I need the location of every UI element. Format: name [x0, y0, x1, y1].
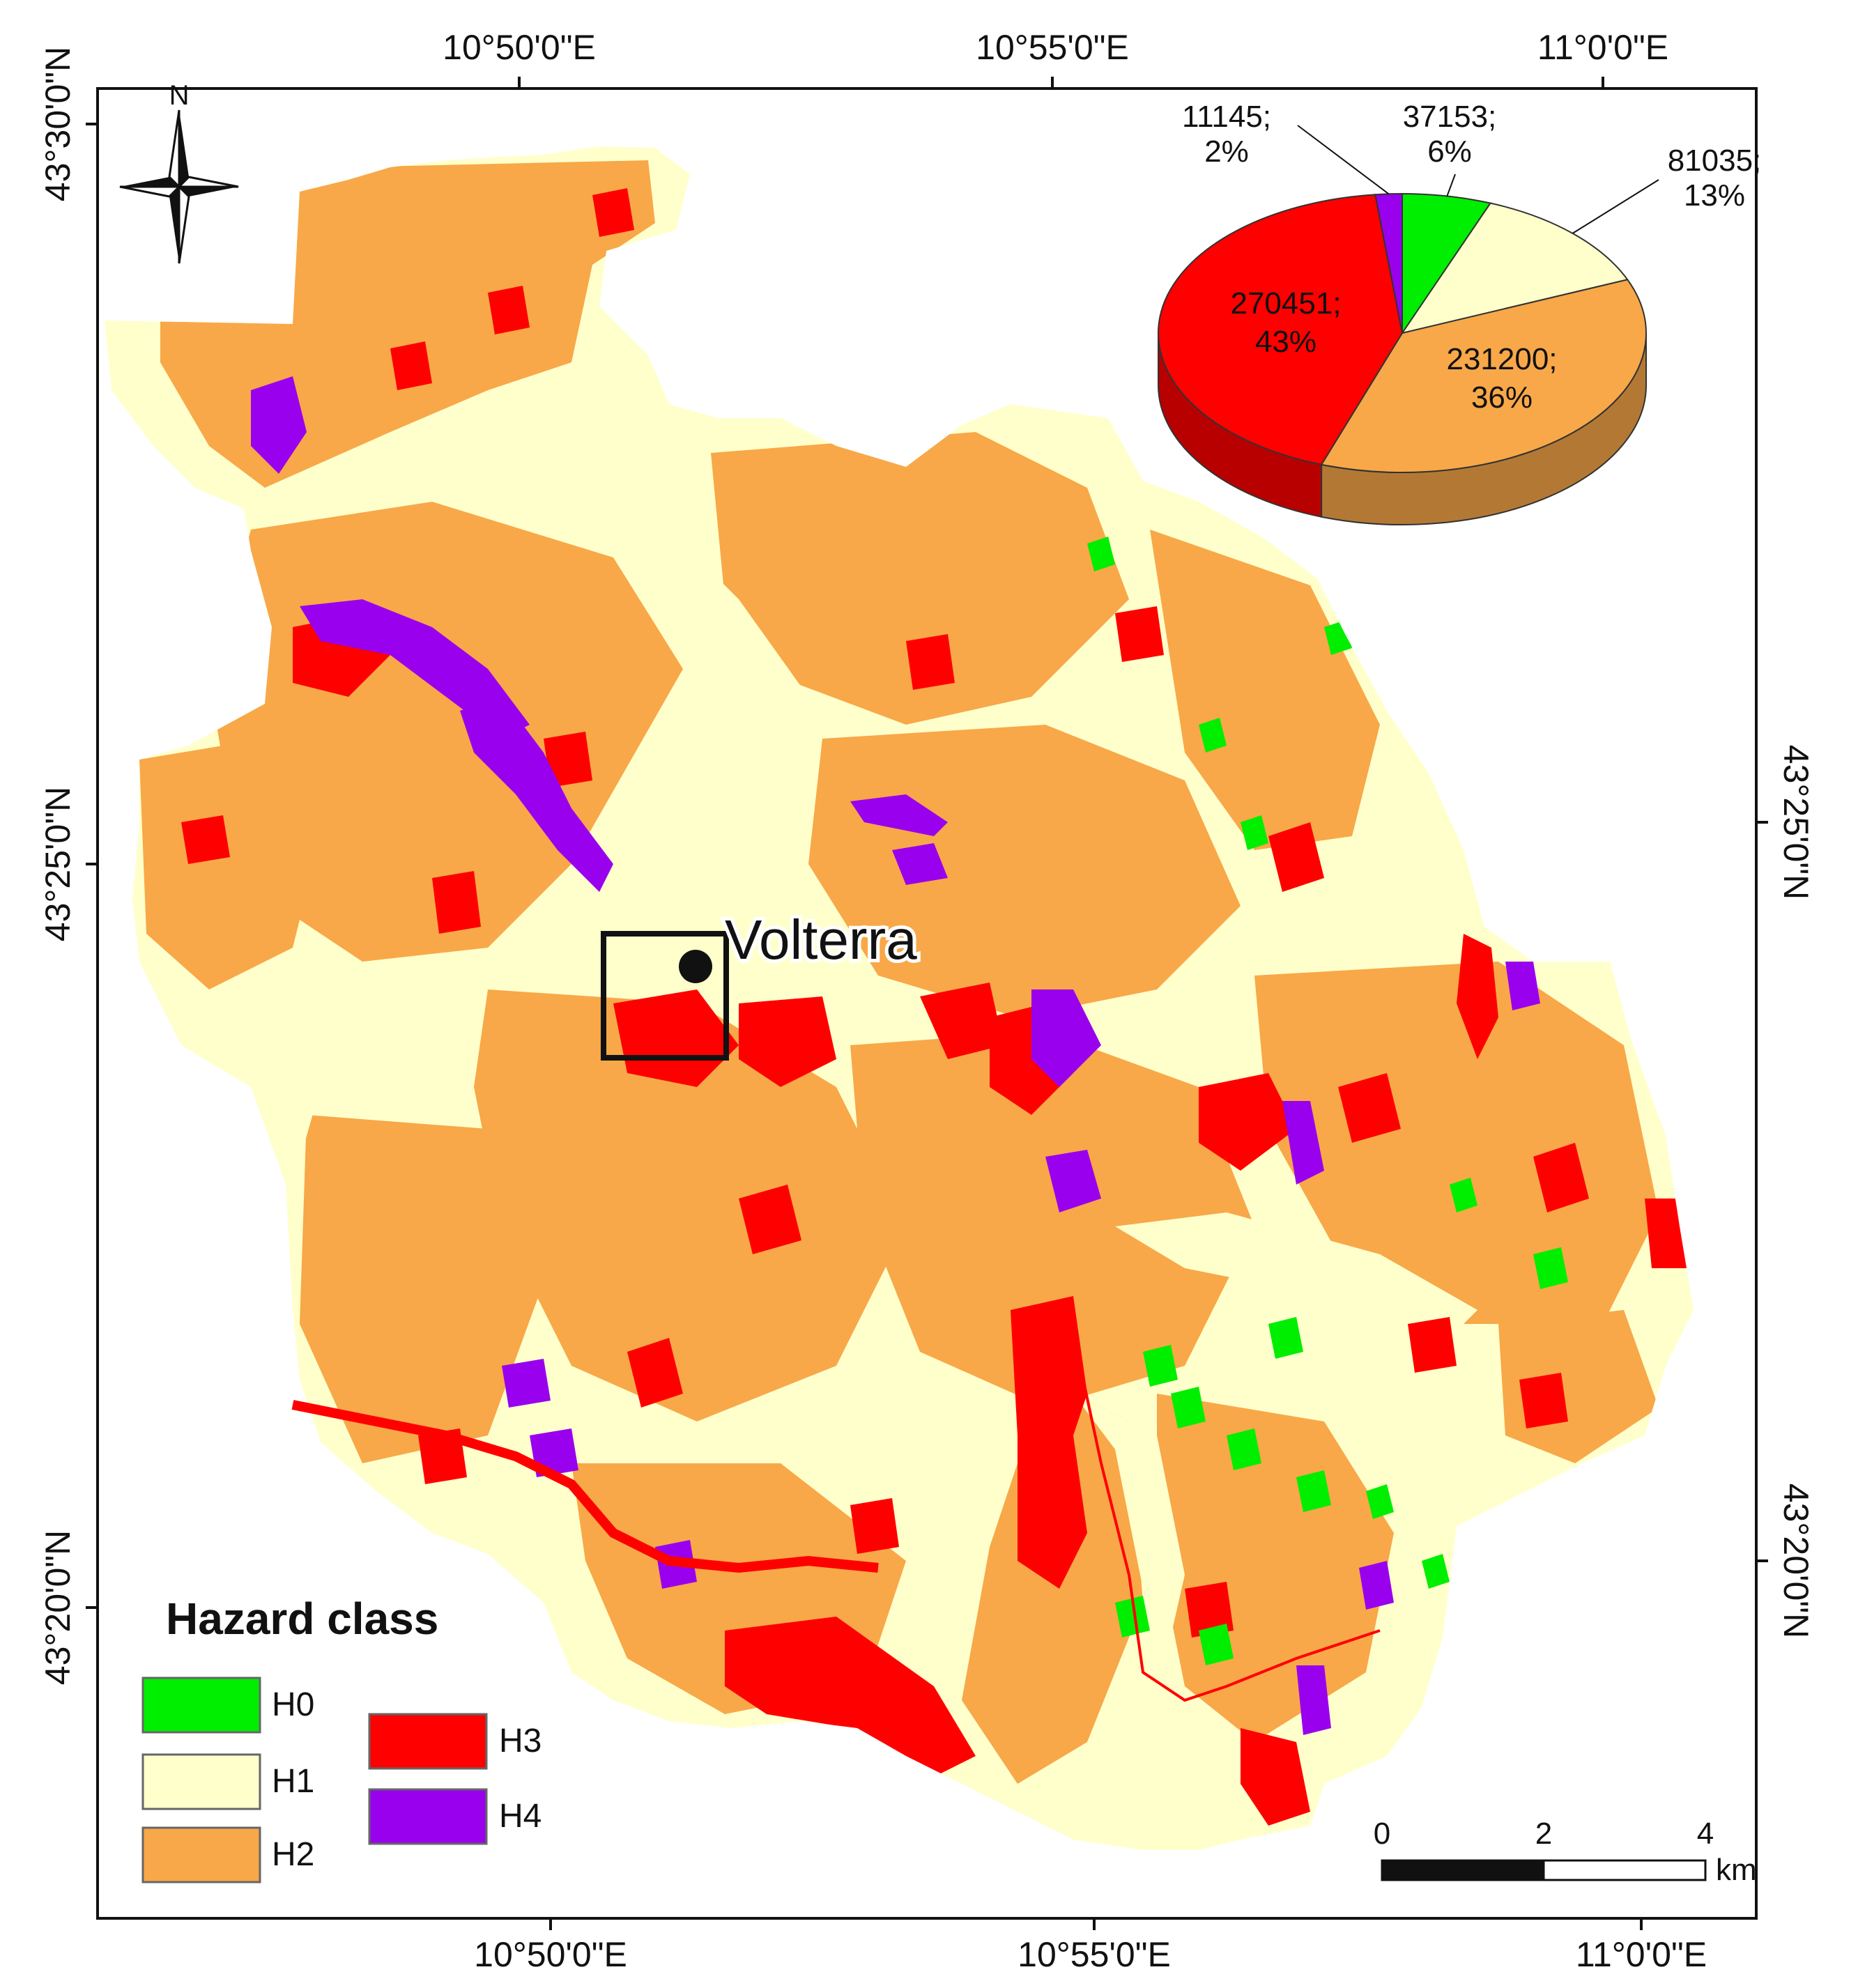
legend-item-h3: H3	[368, 1713, 542, 1770]
north-label: N	[169, 80, 190, 111]
pie-label-h1-percent: 13%	[1684, 178, 1745, 213]
legend-item-h4: H4	[368, 1788, 542, 1845]
scale-segment-2	[1542, 1859, 1707, 1881]
legend-label-h3: H3	[499, 1723, 542, 1759]
scale-bar: 0 2 4 km	[1374, 1817, 1757, 1887]
legend-swatch-h0	[141, 1677, 261, 1734]
legend-label-h1: H1	[272, 1763, 314, 1800]
pie-label-h0-percent: 6%	[1427, 134, 1472, 169]
scale-tick-0: 0	[1374, 1817, 1390, 1851]
pie-top	[1158, 192, 1647, 473]
pie-label-h1-value: 81035;	[1668, 144, 1762, 178]
pie-slice-h4	[1374, 192, 1403, 334]
top-coordinate-labels: 10°50'0"E 10°55'0"E 11°0'0"E	[443, 28, 1668, 67]
pie-slice-h1	[1400, 202, 1629, 334]
legend: Hazard class H0 H1 H2 H3 H4	[141, 1594, 542, 1883]
legend-swatch-h3	[368, 1713, 488, 1770]
right-coordinate-labels: 43°25'0"N 43°20'0"N	[1776, 745, 1815, 1638]
legend-item-h0: H0	[141, 1677, 314, 1734]
town-dot	[679, 950, 712, 983]
pie-leader-h0	[1446, 174, 1456, 197]
legend-swatch-h4	[368, 1788, 488, 1845]
pie-slice-h0	[1402, 192, 1492, 336]
pie-label-h4-value: 11145;	[1182, 100, 1271, 134]
scale-segment-1	[1381, 1859, 1545, 1881]
legend-swatch-h1	[141, 1753, 261, 1810]
coord-left-2: 43°25'0"N	[38, 787, 77, 941]
pie-label-h3-percent: 43%	[1255, 325, 1316, 359]
volterra-marker: Volterra	[601, 905, 921, 1061]
pie-slice-h2	[1320, 279, 1647, 473]
coord-top-2: 10°55'0"E	[976, 28, 1129, 67]
coord-bottom-2: 10°55'0"E	[1018, 1935, 1171, 1974]
pie-labels: 37153; 6% 81035; 13% 231200; 36% 270451;…	[1182, 100, 1761, 415]
legend-label-h2: H2	[272, 1836, 314, 1873]
pie-label-h2-percent: 36%	[1471, 380, 1533, 415]
graticule-ticks	[86, 77, 1768, 1930]
zoom-box	[601, 931, 729, 1061]
legend-swatch-h2	[141, 1826, 261, 1883]
pie-label-h0-value: 37153;	[1403, 100, 1497, 134]
pie-label-h2-value: 231200;	[1446, 342, 1557, 376]
coord-bottom-1: 10°50'0"E	[474, 1935, 627, 1974]
h1-valleys	[139, 474, 1477, 1728]
coord-left-1: 43°30'0"N	[38, 47, 77, 201]
legend-label-h4: H4	[499, 1798, 542, 1835]
coord-right-1: 43°25'0"N	[1776, 745, 1815, 900]
scale-tick-2: 2	[1535, 1817, 1552, 1851]
pie-leaders	[1297, 125, 1659, 234]
coord-bottom-3: 11°0'0"E	[1576, 1935, 1707, 1974]
bottom-coordinate-labels: 10°50'0"E 10°55'0"E 11°0'0"E	[474, 1935, 1707, 1974]
left-coordinate-labels: 43°30'0"N 43°25'0"N 43°20'0"N	[38, 47, 77, 1685]
coord-top-1: 10°50'0"E	[443, 28, 596, 67]
coord-top-3: 11°0'0"E	[1537, 28, 1668, 67]
coord-right-2: 43°20'0"N	[1776, 1484, 1815, 1638]
hazard-pie-chart: 37153; 6% 81035; 13% 231200; 36% 270451;…	[1158, 100, 1761, 525]
pie-label-h4-percent: 2%	[1204, 134, 1249, 169]
h0-areas	[1087, 537, 1568, 1665]
town-name: Volterra	[725, 909, 917, 971]
pie-leader-h1	[1572, 179, 1659, 234]
scale-tick-4: 4	[1697, 1817, 1714, 1851]
southern-boundary-h3	[291, 1400, 879, 1573]
legend-item-h1: H1	[141, 1753, 314, 1810]
river-line	[1079, 1365, 1381, 1702]
pie-slice-h3	[1158, 194, 1404, 465]
legend-label-h0: H0	[272, 1686, 314, 1723]
legend-title: Hazard class	[166, 1594, 438, 1644]
h3-areas	[181, 188, 1687, 1826]
legend-item-h2: H2	[141, 1826, 314, 1883]
pie-leader-h4	[1297, 125, 1390, 195]
h4-areas	[251, 376, 1540, 1735]
coord-left-3: 43°20'0"N	[38, 1530, 77, 1685]
pie-label-h3-value: 270451;	[1230, 286, 1341, 321]
scale-unit: km	[1716, 1853, 1757, 1887]
north-arrow: N	[119, 80, 239, 264]
